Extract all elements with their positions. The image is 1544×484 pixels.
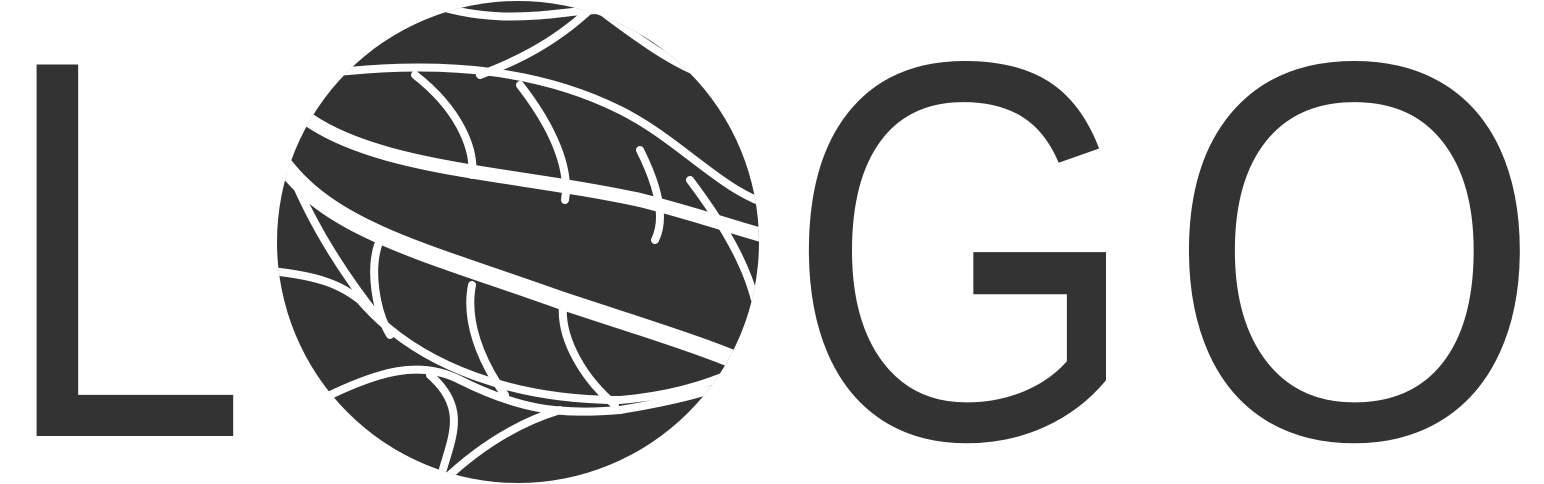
logo-letter-l: L <box>0 0 248 484</box>
globe-icon <box>277 1 759 483</box>
logo-letter-o: O <box>1166 0 1543 484</box>
logo-letter-g: G <box>786 0 1140 484</box>
